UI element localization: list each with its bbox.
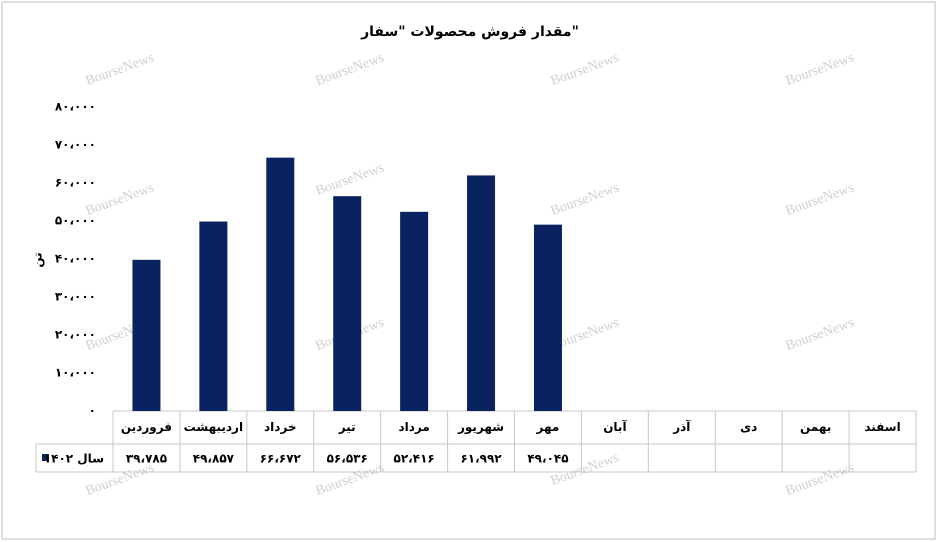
y-tick-label: ۶۰،۰۰۰ xyxy=(55,176,96,190)
data-label: ۴۹،۰۴۵ xyxy=(527,452,568,466)
x-tick-label: آذر xyxy=(672,419,691,434)
x-tick-label: بهمن xyxy=(800,420,831,434)
y-tick-label: ۵۰،۰۰۰ xyxy=(55,214,96,228)
bar xyxy=(533,224,562,411)
bar xyxy=(199,221,228,411)
x-tick-label: اسفند xyxy=(864,420,900,434)
data-label: ۵۲،۴۱۶ xyxy=(394,452,435,466)
y-tick-label: ۴۰،۰۰۰ xyxy=(55,252,96,266)
y-tick-label: ۸۰،۰۰۰ xyxy=(55,100,96,114)
data-label: ۳۹،۷۸۵ xyxy=(126,452,167,466)
x-tick-label: شهریور xyxy=(457,420,504,435)
y-tick-label: ۷۰،۰۰۰ xyxy=(55,138,96,152)
y-axis-label: تن xyxy=(31,252,45,267)
x-tick-label: آبان xyxy=(603,419,627,434)
y-tick-label: ۳۰،۰۰۰ xyxy=(55,290,96,304)
y-tick-label: ۲۰،۰۰۰ xyxy=(55,328,96,342)
x-tick-label: خرداد xyxy=(264,420,297,434)
bar xyxy=(266,157,295,411)
data-label: ۶۶،۶۷۲ xyxy=(260,452,302,466)
bar xyxy=(333,196,362,411)
x-tick-label: مرداد xyxy=(398,420,429,434)
y-tick-label: ۰ xyxy=(89,404,96,418)
legend-key xyxy=(42,454,49,461)
bar xyxy=(400,211,429,411)
legend-label: سال ۱۴۰۲ xyxy=(44,452,104,466)
bar xyxy=(132,259,161,411)
data-label: ۵۶،۵۳۶ xyxy=(327,452,368,466)
x-tick-label: اردیبهشت xyxy=(184,420,243,434)
bar xyxy=(467,175,496,411)
x-tick-label: دی xyxy=(740,420,757,434)
data-label: ۶۱،۹۹۲ xyxy=(460,452,502,466)
data-label: ۴۹،۸۵۷ xyxy=(193,452,235,466)
chart-title: مقدار فروش محصولات "سفار" xyxy=(360,24,579,40)
y-tick-label: ۱۰،۰۰۰ xyxy=(55,366,96,380)
x-tick-label: تیر xyxy=(338,420,356,434)
x-tick-label: فروردین xyxy=(121,420,172,435)
x-tick-label: مهر xyxy=(536,420,560,434)
